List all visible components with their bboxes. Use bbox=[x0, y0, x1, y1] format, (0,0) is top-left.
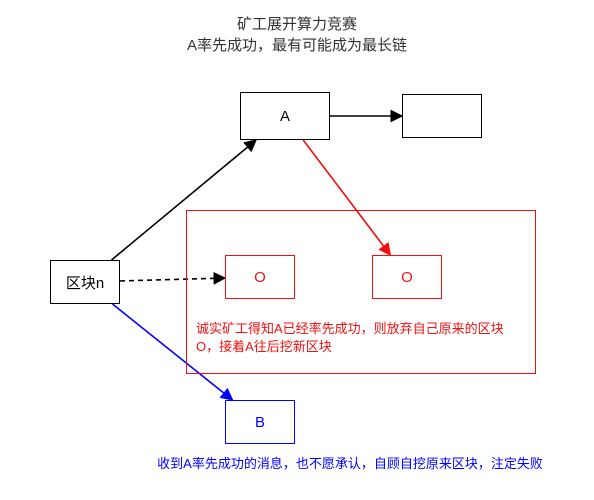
diagram-title: 矿工展开算力竞赛 A率先成功，最有可能成为最长链 bbox=[0, 14, 594, 56]
caption-red: 诚实矿工得知A已经率先成功，则放弃自己原来的区块O，接着A往后挖新区块 bbox=[196, 320, 526, 356]
node-o2: O bbox=[372, 255, 442, 299]
node-a-next bbox=[402, 94, 482, 138]
node-o1-label: O bbox=[254, 269, 266, 286]
caption-red-text: 诚实矿工得知A已经率先成功，则放弃自己原来的区块O，接着A往后挖新区块 bbox=[196, 321, 504, 354]
node-a-label: A bbox=[280, 108, 290, 125]
caption-blue-text: 收到A率先成功的消息，也不愿承认，自顾自挖原来区块，注定失败 bbox=[157, 456, 543, 471]
node-block-n-label: 区块n bbox=[66, 272, 104, 293]
node-o2-label: O bbox=[401, 269, 413, 286]
node-b: B bbox=[225, 400, 295, 444]
title-line-2: A率先成功，最有可能成为最长链 bbox=[0, 35, 594, 56]
diagram-canvas: 矿工展开算力竞赛 A率先成功，最有可能成为最长链 区块n A O O bbox=[0, 0, 594, 500]
node-block-n: 区块n bbox=[50, 260, 120, 304]
caption-blue: 收到A率先成功的消息，也不愿承认，自顾自挖原来区块，注定失败 bbox=[150, 455, 550, 473]
node-b-label: B bbox=[255, 414, 265, 431]
title-line-1: 矿工展开算力竞赛 bbox=[0, 14, 594, 35]
node-a: A bbox=[240, 92, 330, 140]
node-o1: O bbox=[225, 255, 295, 299]
